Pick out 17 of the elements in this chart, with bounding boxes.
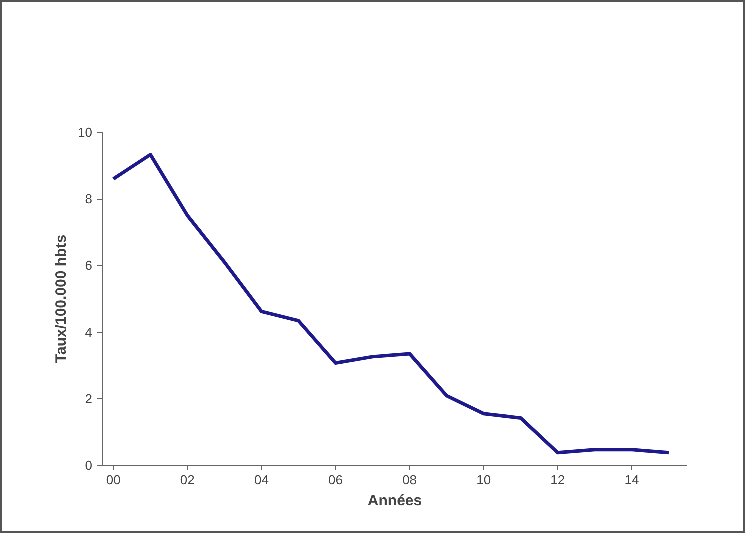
x-tick-label: 12 <box>550 472 566 488</box>
x-axis-title: Années <box>368 492 422 510</box>
y-tick-label: 10 <box>78 125 93 140</box>
y-axis-title: Taux/100.000 hbts <box>53 234 70 364</box>
x-tick-label: 08 <box>402 472 418 488</box>
x-tick-label: 00 <box>106 472 121 488</box>
y-tick-label: 2 <box>85 391 93 406</box>
line-series <box>112 153 671 455</box>
y-tick-label: 4 <box>85 324 93 340</box>
y-tick-label: 0 <box>85 458 93 473</box>
x-tick-label: 14 <box>624 472 640 488</box>
x-tick-label: 02 <box>180 472 195 488</box>
y-tick-label: 8 <box>85 192 93 207</box>
x-tick-label: 04 <box>254 472 269 488</box>
x-tick-label: 10 <box>476 472 492 488</box>
y-tick-label: 6 <box>85 258 93 274</box>
x-tick-label: 06 <box>328 472 343 488</box>
